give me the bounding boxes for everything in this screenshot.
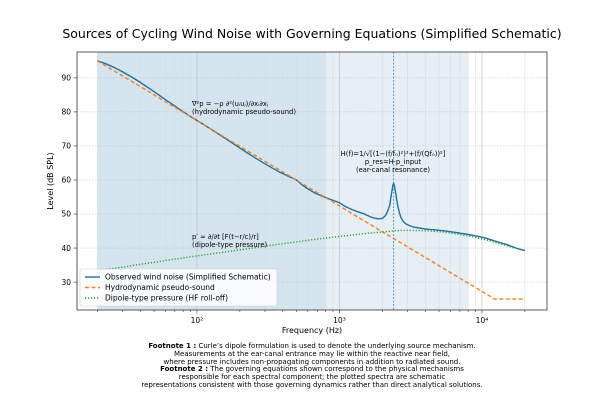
y-tick-label: 30 — [61, 278, 71, 287]
annotation-text: p_res=H·p_input — [365, 158, 422, 166]
footnote-2-line-3: representations consistent with those go… — [141, 381, 482, 389]
x-tick-label: 10³ — [333, 316, 346, 325]
y-tick-label: 40 — [61, 244, 71, 253]
plot-frame — [76, 51, 548, 311]
annotation-text: ∇²p = −ρ ∂²(uᵢuⱼ)/∂xᵢ∂xⱼ — [191, 100, 268, 108]
svg-text:Footnote 2 : The governing equ: Footnote 2 : The governing equations sho… — [160, 365, 464, 373]
chart-title: Sources of Cycling Wind Noise with Gover… — [62, 26, 561, 41]
y-tick-label: 90 — [61, 74, 71, 83]
x-axis-label: Frequency (Hz) — [282, 326, 342, 335]
y-tick-label: 80 — [61, 108, 71, 117]
annotation-text: p′ ≈ ∂/∂t [F(t−r/c)/r] — [192, 233, 259, 241]
y-tick-label: 70 — [61, 142, 71, 151]
series-line-1 — [96, 60, 525, 300]
legend-label: Hydrodynamic pseudo-sound — [105, 283, 215, 292]
footnote-1-label: Footnote 1 : — [148, 342, 196, 350]
series-line-0 — [97, 60, 525, 252]
x-tick-label: 10⁴ — [476, 316, 489, 325]
y-axis-label: Level (dB SPL) — [46, 152, 55, 209]
legend-label: Observed wind noise (Simplified Schemati… — [105, 273, 271, 282]
x-tick-label: 10² — [191, 316, 204, 325]
footnote-1-line-1: Curle’s dipole formulation is used to de… — [196, 342, 475, 350]
series-line-2 — [97, 229, 526, 271]
footnote-1-line-3: where pressure includes non-propagating … — [164, 358, 461, 366]
footnote-1-line-2: Measurements at the ear-canal entrance m… — [174, 350, 450, 358]
annotation-text: (ear-canal resonance) — [356, 166, 430, 174]
footnote-2-label: Footnote 2 : — [160, 365, 208, 373]
svg-text:Footnote 1 : Curle’s dipole fo: Footnote 1 : Curle’s dipole formulation … — [148, 342, 475, 350]
annotation-text: H(f)=1/√[(1−(f/f₀)²)²+(f/(Qf₀))²] — [341, 150, 446, 158]
shaded-band — [325, 52, 469, 310]
legend-label: Dipole-type pressure (HF roll-off) — [105, 294, 228, 303]
annotation-text: (hydrodynamic pseudo-sound) — [192, 108, 296, 116]
footnote-2-line-2: responsible for each spectral component;… — [179, 373, 446, 381]
shaded-band — [97, 52, 326, 310]
footnote-2-line-1: The governing equations shown correspond… — [208, 365, 464, 373]
footnotes: Footnote 1 : Curle’s dipole formulation … — [141, 342, 482, 389]
annotation-text: (dipole-type pressure) — [192, 241, 268, 249]
y-tick-label: 60 — [61, 176, 71, 185]
legend: Observed wind noise (Simplified Schemati… — [79, 268, 278, 307]
y-tick-label: 50 — [61, 210, 71, 219]
